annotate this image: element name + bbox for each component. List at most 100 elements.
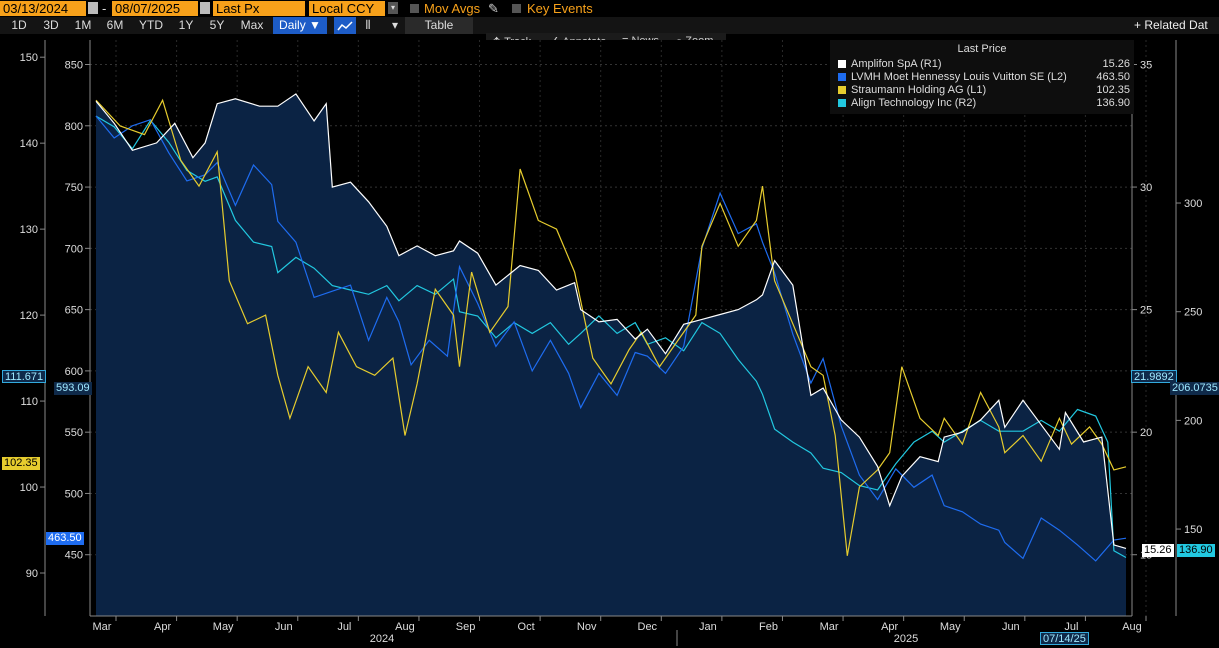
crosshair-icon: ✥ bbox=[492, 36, 502, 48]
range-button-1d[interactable]: 1D bbox=[11, 18, 27, 32]
l1-last-tag: 102.35 bbox=[2, 457, 40, 470]
r1-hover-tag: 21.9892 bbox=[1131, 370, 1177, 383]
x-tick-label: Jul bbox=[337, 621, 351, 633]
track-label: Track bbox=[504, 36, 532, 48]
legend-item[interactable]: Align Technology Inc (R2) 136.90 bbox=[838, 97, 1130, 110]
chevron-down-icon[interactable]: ▾ bbox=[388, 2, 398, 14]
x-tick-label: Jan bbox=[699, 621, 717, 633]
x-tick-label: Jun bbox=[275, 621, 293, 633]
start-date-field[interactable]: 03/13/2024 bbox=[0, 1, 86, 16]
amplifon-area bbox=[96, 93, 1126, 616]
line-chart-icon[interactable] bbox=[334, 17, 356, 34]
r2-tick-label: 200 bbox=[1184, 415, 1202, 427]
x-tick-label: May bbox=[213, 621, 234, 633]
x-tick-label: Nov bbox=[577, 621, 597, 633]
legend-item-value: 136.90 bbox=[1096, 97, 1130, 109]
calendar-icon[interactable] bbox=[88, 2, 98, 14]
annotate-tool[interactable]: ∠ Annotate bbox=[550, 35, 606, 48]
legend-item-value: 15.26 bbox=[1102, 58, 1130, 70]
news-label: News bbox=[631, 35, 659, 47]
r1-tick-label: 35 bbox=[1140, 60, 1152, 72]
x-tick-label: May bbox=[940, 621, 961, 633]
l1-tick-label: 150 bbox=[20, 52, 38, 64]
news-icon: ≡ bbox=[622, 35, 629, 47]
track-tool[interactable]: ✥ Track bbox=[492, 35, 531, 48]
legend-item[interactable]: Straumann Holding AG (L1) 102.35 bbox=[838, 84, 1130, 97]
l2-hover-tag: 593.09 bbox=[54, 382, 92, 395]
range-button-ytd[interactable]: YTD bbox=[139, 18, 163, 32]
calendar-icon[interactable] bbox=[200, 2, 210, 14]
zoom-tool[interactable]: ⌕ Zoom bbox=[676, 35, 713, 48]
range-button-1m[interactable]: 1M bbox=[74, 18, 92, 32]
x-tick-label: Mar bbox=[820, 621, 839, 633]
bar-chart-icon[interactable]: ⫴ bbox=[365, 18, 371, 32]
zoom-label: Zoom bbox=[685, 35, 714, 47]
legend-item-name: Amplifon SpA (R1) bbox=[851, 58, 942, 70]
currency-select[interactable]: Local CCY bbox=[309, 1, 385, 16]
l2-tick-label: 550 bbox=[65, 427, 83, 439]
end-date-field[interactable]: 08/07/2025 bbox=[112, 1, 198, 16]
annotate-label: Annotate bbox=[562, 36, 607, 48]
l1-tick-label: 120 bbox=[20, 310, 38, 322]
range-button-6m[interactable]: 6M bbox=[106, 18, 124, 32]
straumann-line bbox=[95, 98, 1127, 556]
legend-item[interactable]: LVMH Moet Hennessy Louis Vuitton SE (L2)… bbox=[838, 71, 1130, 84]
x-tick-label: Jun bbox=[1002, 621, 1020, 633]
range-button-1y[interactable]: 1Y bbox=[178, 18, 194, 32]
related-data-button[interactable]: + Related Dat bbox=[1134, 18, 1208, 32]
r2-last-tag: 136.90 bbox=[1177, 544, 1215, 557]
r1-last-tag: 15.26 bbox=[1142, 544, 1174, 557]
legend-swatch bbox=[838, 73, 846, 81]
legend-title: Last Price bbox=[957, 43, 1007, 55]
l2-tick-label: 750 bbox=[65, 182, 83, 194]
chevron-down-icon[interactable]: ▾ bbox=[391, 18, 399, 32]
lvmh-line bbox=[95, 115, 1127, 562]
mov-avgs-checkbox[interactable] bbox=[410, 4, 419, 13]
r1-tick-label: 30 bbox=[1140, 182, 1152, 194]
l2-tick-label: 600 bbox=[65, 366, 83, 378]
l1-tick-label: 140 bbox=[20, 138, 38, 150]
top-toolbar: 03/13/2024 - 08/07/2025 Last Px Local CC… bbox=[0, 0, 1219, 17]
x-tick-label: Mar bbox=[93, 621, 112, 633]
x-tick-label: Apr bbox=[154, 621, 171, 633]
x-tick-label: Dec bbox=[638, 621, 658, 633]
legend-item-name: Align Technology Inc (R2) bbox=[851, 97, 977, 109]
range-button-3d[interactable]: 3D bbox=[43, 18, 59, 32]
r1-tick-label: 25 bbox=[1140, 305, 1152, 317]
r1-tick-label: 20 bbox=[1140, 427, 1152, 439]
l1-tick-label: 130 bbox=[20, 224, 38, 236]
price-field-select[interactable]: Last Px bbox=[213, 1, 305, 16]
key-events-label: Key Events bbox=[527, 1, 593, 16]
x-tick-label: Apr bbox=[881, 621, 898, 633]
range-button-5y[interactable]: 5Y bbox=[209, 18, 225, 32]
r2-tick-label: 250 bbox=[1184, 307, 1202, 319]
align-line bbox=[95, 115, 1127, 559]
legend-swatch bbox=[838, 60, 846, 68]
table-button[interactable]: Table bbox=[405, 17, 473, 34]
magnifier-icon: ⌕ bbox=[676, 35, 683, 47]
mov-avgs-label: Mov Avgs bbox=[424, 1, 481, 16]
legend-swatch bbox=[838, 99, 846, 107]
amplifon-line bbox=[95, 93, 1127, 549]
legend-swatch bbox=[838, 86, 846, 94]
l1-hover-tag: 111.671 bbox=[2, 370, 47, 383]
pencil-icon[interactable]: ✎ bbox=[488, 1, 499, 16]
l2-tick-label: 500 bbox=[65, 488, 83, 500]
r2-tick-label: 300 bbox=[1184, 198, 1202, 210]
x-tick-label: Aug bbox=[1122, 621, 1142, 633]
legend-item-value: 102.35 bbox=[1096, 84, 1130, 96]
pencil-icon: ∠ bbox=[550, 36, 560, 48]
key-events-checkbox[interactable] bbox=[512, 4, 521, 13]
x-tick-label: Sep bbox=[456, 621, 476, 633]
range-toolbar: 1D 3D 1M 6M YTD 1Y 5Y Max Daily ▼ ⫴ ▾ Ta… bbox=[0, 17, 1219, 34]
l2-tick-label: 650 bbox=[65, 305, 83, 317]
l1-tick-label: 100 bbox=[20, 482, 38, 494]
year-label: 2024 bbox=[370, 633, 394, 645]
legend-item[interactable]: Amplifon SpA (R1) 15.26 bbox=[838, 58, 1130, 71]
l2-last-tag: 463.50 bbox=[46, 532, 84, 545]
frequency-select[interactable]: Daily ▼ bbox=[273, 17, 327, 34]
l2-tick-label: 700 bbox=[65, 243, 83, 255]
range-button-max[interactable]: Max bbox=[240, 18, 264, 32]
news-tool[interactable]: ≡ News bbox=[622, 35, 659, 47]
r2-hover-tag: 206.0735 bbox=[1170, 382, 1219, 395]
